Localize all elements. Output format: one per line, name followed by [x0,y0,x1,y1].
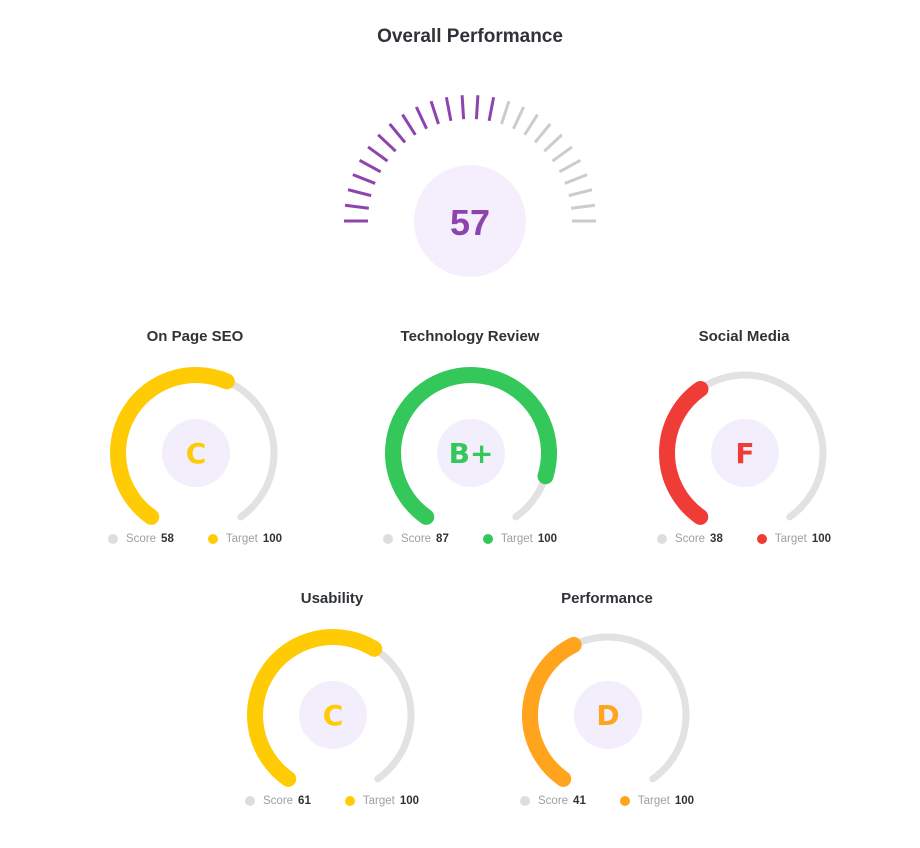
legend-score: Score 58 [108,533,174,545]
legend-target: Target 100 [207,533,282,545]
overall-tick [571,203,596,210]
gauge-legend: Score 61 Target 100 [212,795,452,807]
gauge-center-circle [711,419,779,487]
gauge-center-circle [299,681,367,749]
gauge-svg: D [522,633,690,787]
overall-tick [347,188,372,198]
gauge-title: On Page SEO [146,328,244,345]
overall-tick [429,100,440,125]
overall-tick [474,95,480,120]
legend-label: Target [225,533,258,545]
gauge-grade: D [596,699,619,732]
gauge-center-circle [574,681,642,749]
gauge-svg: F [659,371,827,525]
overall-tick [401,113,417,136]
overall-ticks [344,95,596,223]
gauge-progress-arc [659,380,709,525]
legend-label: Target [637,795,670,807]
overall-tick [523,113,539,136]
legend-dot [756,534,767,544]
overall-tick [460,95,466,120]
gauge-title: Technology Review [400,328,540,345]
gauge-title: Performance [561,590,653,607]
legend-value: 58 [161,533,174,545]
legend-dot [657,534,667,544]
legend-value: 87 [436,533,449,545]
legend-score: Score 38 [657,533,723,545]
legend-target: Target 100 [619,795,694,807]
legend-value: 100 [537,533,557,545]
legend-value: 100 [262,533,282,545]
gauge-legend: Score 58 Target 100 [75,533,315,545]
legend-dot [520,796,530,806]
legend-score: Score 87 [383,533,449,545]
gauge-title: Usability [300,590,364,607]
legend-dot [344,796,355,806]
overall-tick [512,106,526,130]
legend-dot [108,534,118,544]
overall-value: 57 [450,202,490,243]
legend-label: Score [126,533,157,545]
legend-label: Score [538,795,569,807]
overall-tick [344,203,369,210]
legend-value: 41 [573,795,586,807]
legend-label: Target [774,533,807,545]
legend-score: Score 41 [520,795,586,807]
overall-tick [543,133,563,153]
overall-tick [388,122,407,144]
gauge-legend: Score 41 Target 100 [487,795,727,807]
gauge-title: Social Media [698,328,790,345]
overall-tick [564,173,588,185]
overall-tick [558,158,582,174]
legend-target: Target 100 [344,795,419,807]
overall-tick [487,96,496,122]
overall-tick [414,106,428,130]
gauge-progress-arc [522,636,582,787]
legend-dot [207,534,218,544]
gauge-legend: Score 87 Target 100 [350,533,590,545]
overall-tick [367,145,389,163]
overall-gauge: 57 [344,95,596,277]
overall-tick [551,145,573,163]
legend-target: Target 100 [482,533,557,545]
page-title: Overall Performance [377,26,563,47]
legend-value: 38 [710,533,723,545]
gauge-progress-arc [247,629,383,787]
gauge-progress-arc [385,367,557,525]
gauge-center-circle [437,419,505,487]
legend-label: Score [263,795,294,807]
overall-tick [352,173,376,185]
legend-label: Target [500,533,533,545]
legend-dot [619,796,630,806]
gauge-center-circle [162,419,230,487]
legend-value: 100 [674,795,694,807]
overall-tick [377,133,397,153]
legend-label: Target [362,795,395,807]
gauge-legend: Score 38 Target 100 [624,533,864,545]
legend-score: Score 61 [245,795,311,807]
overall-tick [568,188,593,198]
overall-tick [533,122,552,144]
gauge-grade: C [323,699,344,732]
gauge-progress-arc [110,367,235,525]
overall-center-circle [414,165,526,277]
gauge-grade: B+ [449,437,494,470]
legend-value: 61 [298,795,311,807]
gauge-grade: F [735,437,754,470]
legend-value: 100 [399,795,419,807]
legend-target: Target 100 [756,533,831,545]
legend-label: Score [401,533,432,545]
gauge-grade: C [186,437,207,470]
legend-dot [245,796,255,806]
legend-dot [482,534,493,544]
legend-label: Score [675,533,706,545]
legend-dot [383,534,393,544]
overall-tick [358,158,382,174]
gauge-svg: C [110,367,278,525]
legend-value: 100 [811,533,831,545]
gauge-svg: C [247,629,415,787]
gauge-svg: B+ [385,367,557,525]
overall-tick [444,96,453,122]
overall-tick [500,100,511,125]
